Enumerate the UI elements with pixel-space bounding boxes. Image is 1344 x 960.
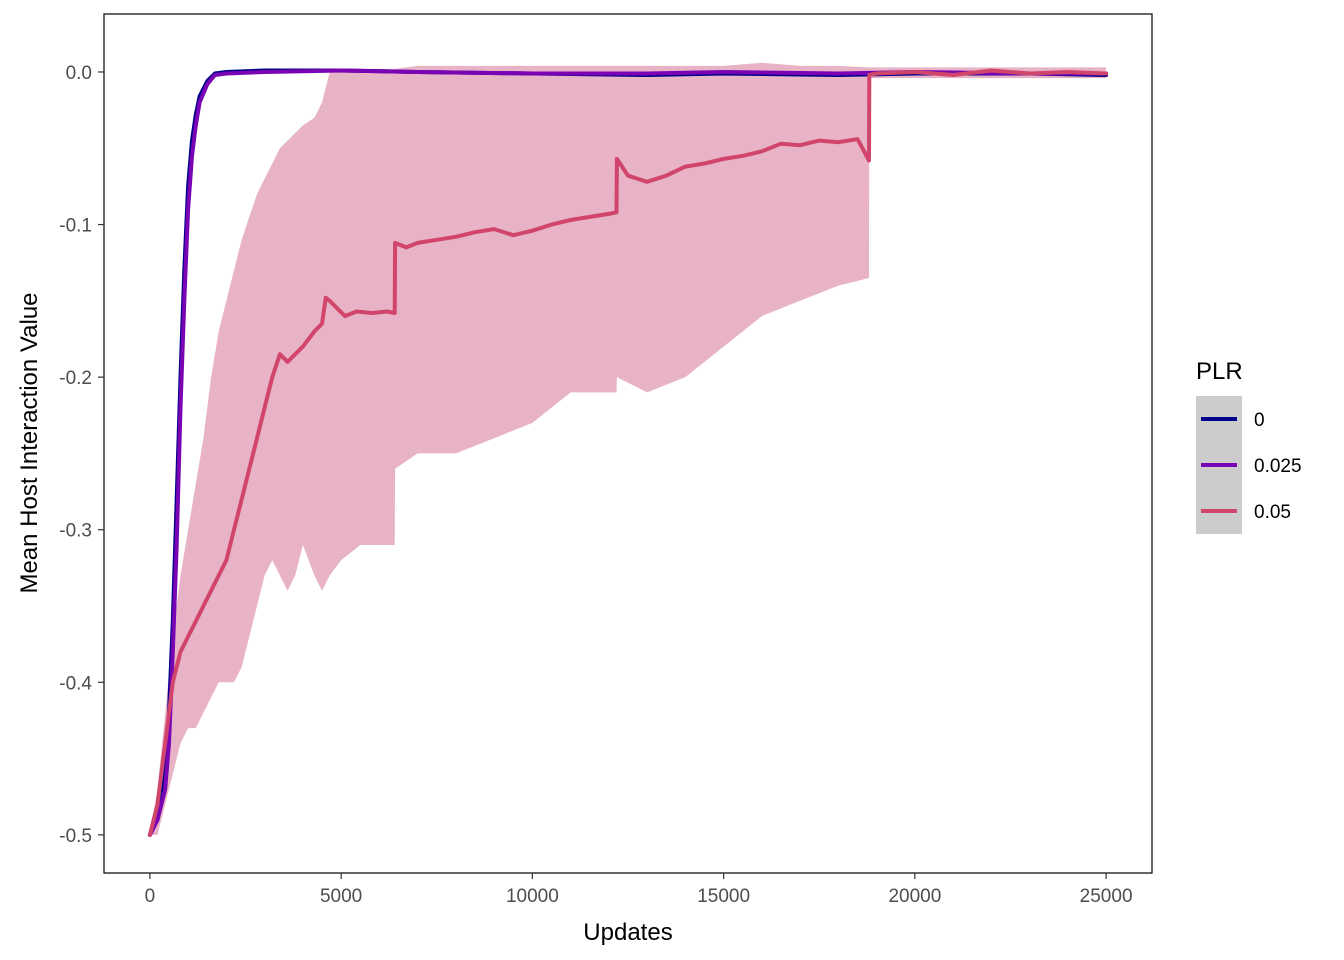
y-tick-label: -0.1 [59,216,92,237]
y-axis: -0.5 -0.4 -0.3 -0.2 -0.1 0.0 [59,63,104,847]
series-line-plr-0.025 [147,68,1109,837]
confidence-ribbon-layer [149,62,1107,835]
legend-keys: 0 0.025 0.05 [1196,396,1302,534]
series-layer [147,68,1109,837]
y-tick-label: -0.3 [59,521,92,542]
series-line-plr-0.05 [147,68,1109,837]
x-tick-label: 20000 [888,886,941,907]
legend-label-plr-0.05: 0.05 [1254,502,1291,523]
y-tick-label: -0.5 [59,826,92,847]
x-axis: 0 5000 10000 15000 20000 25000 [145,873,1133,907]
ribbon-plr-0.05 [149,62,1107,835]
legend-label-plr-0.025: 0.025 [1254,456,1302,477]
x-tick-label: 15000 [697,886,750,907]
x-tick-label: 10000 [506,886,559,907]
legend: PLR 0 0.025 0.05 [1196,358,1302,534]
legend-label-plr-0: 0 [1254,410,1265,431]
x-tick-label: 0 [145,886,156,907]
x-axis-title: Updates [583,919,672,946]
x-tick-label: 5000 [320,886,362,907]
y-tick-label: -0.2 [59,368,92,389]
y-tick-label: -0.4 [59,673,92,694]
y-axis-title: Mean Host Interaction Value [16,292,43,593]
legend-title: PLR [1196,358,1243,385]
x-tick-label: 25000 [1080,886,1133,907]
plot-panel-border [103,13,1153,874]
y-tick-label: 0.0 [66,63,92,84]
